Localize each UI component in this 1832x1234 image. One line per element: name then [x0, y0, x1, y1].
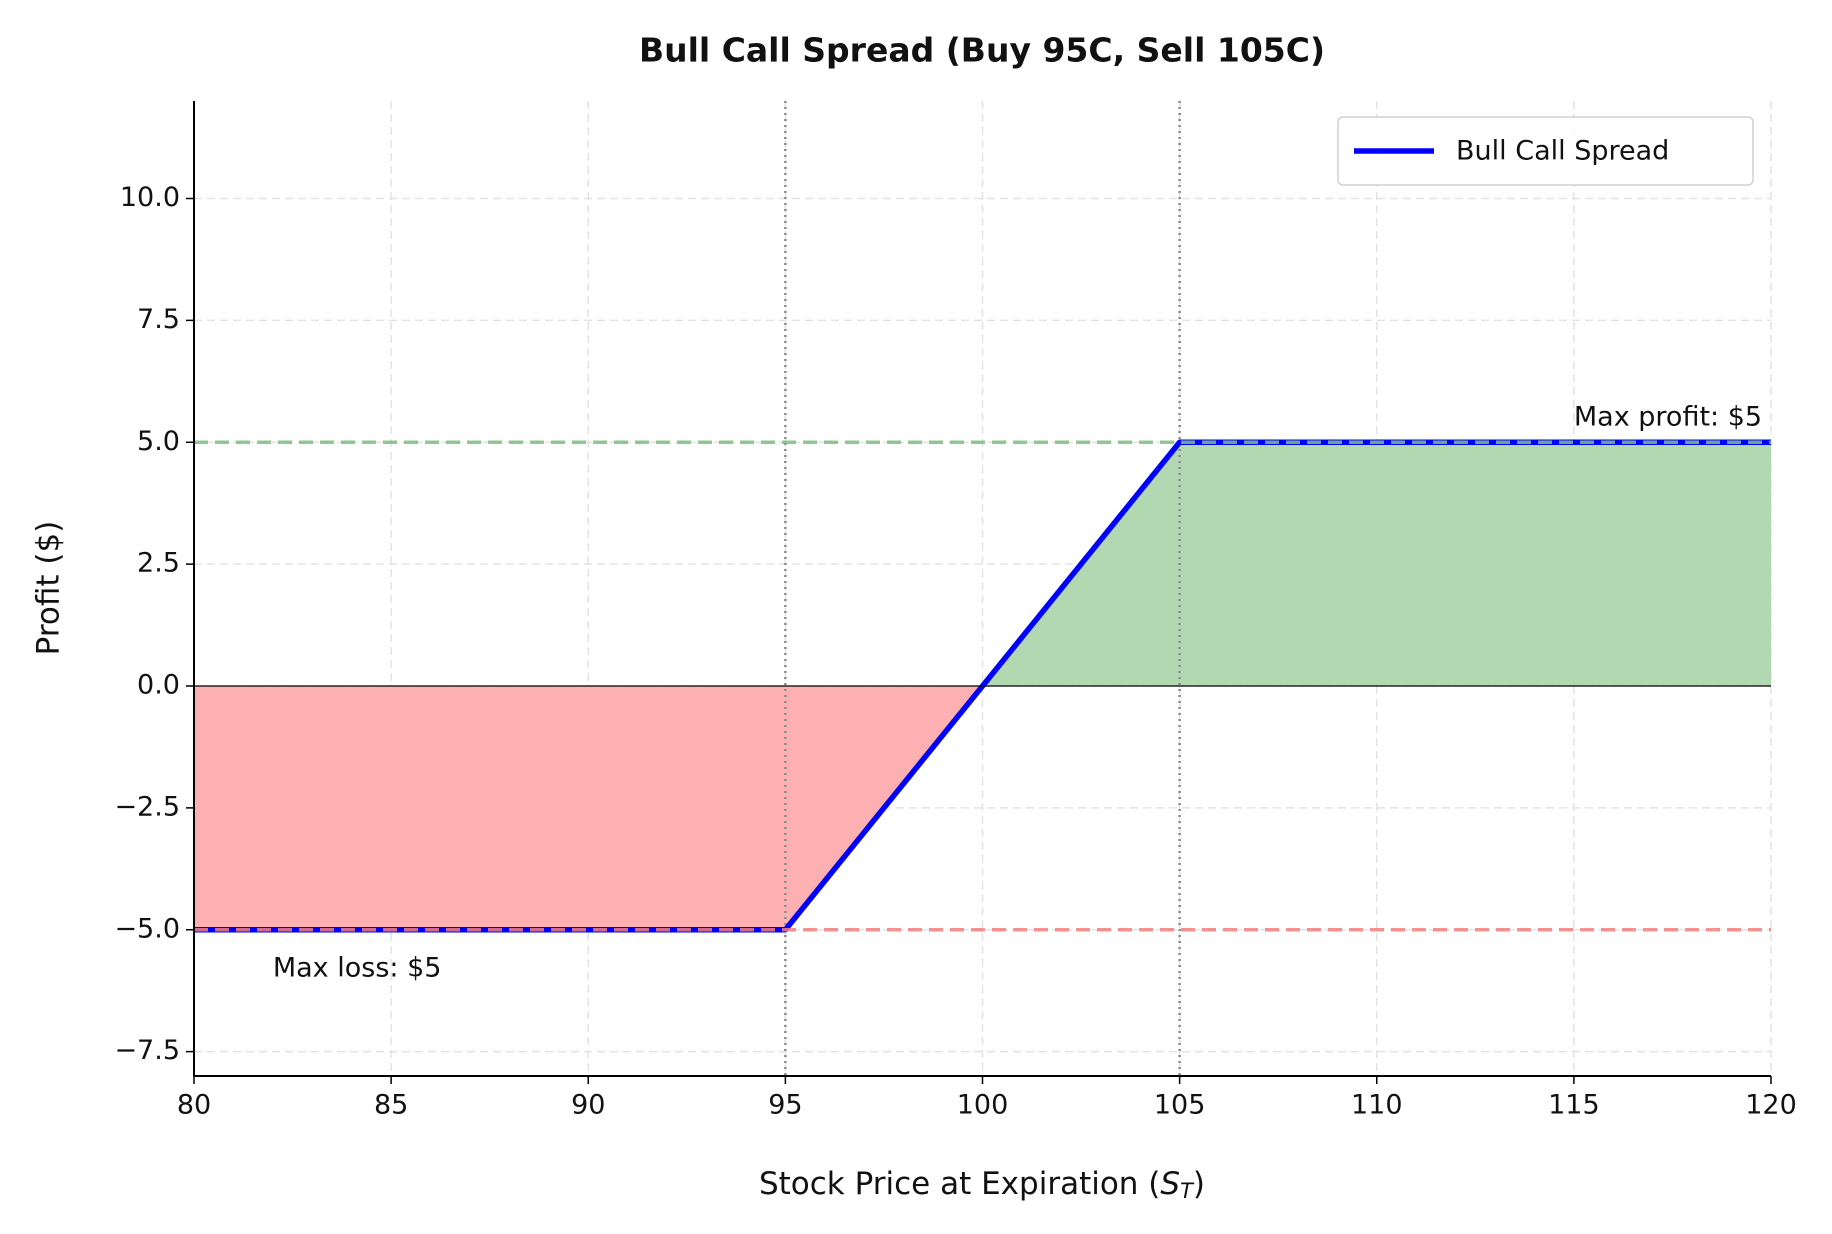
y-tick-label: 0.0	[137, 670, 180, 701]
x-tick-label: 100	[957, 1090, 1009, 1121]
y-axis-label: Profit ($)	[31, 521, 67, 656]
x-tick-label: 120	[1745, 1090, 1797, 1121]
x-tick-label: 85	[374, 1090, 408, 1121]
annotation: Max profit: $5	[1574, 401, 1762, 432]
y-tick-label: 2.5	[137, 548, 180, 579]
x-tick-label: 105	[1154, 1090, 1206, 1121]
x-tick-label: 95	[768, 1090, 802, 1121]
x-label-end: )	[1193, 1166, 1205, 1202]
x-tick-label: 110	[1351, 1090, 1403, 1121]
x-tick-label: 90	[571, 1090, 605, 1121]
y-tick-label: −5.0	[114, 913, 180, 944]
y-tick-label: 7.5	[137, 304, 180, 335]
x-tick-label: 80	[177, 1090, 211, 1121]
y-tick-label: −2.5	[114, 791, 180, 822]
legend-box	[1337, 116, 1754, 186]
legend-label: Bull Call Spread	[1456, 136, 1669, 167]
x-tick-label: 115	[1548, 1090, 1600, 1121]
loss-area	[194, 686, 1771, 930]
y-tick-label: −7.5	[114, 1035, 180, 1066]
x-label-var: S	[1160, 1166, 1180, 1202]
annotation: Max loss: $5	[273, 952, 442, 983]
y-tick-label: 5.0	[137, 426, 180, 457]
y-tick-label: 10.0	[120, 182, 180, 213]
x-axis-label: Stock Price at Expiration (ST)	[759, 1166, 1205, 1204]
x-label-text: Stock Price at Expiration (	[759, 1166, 1160, 1202]
profit-area	[194, 442, 1771, 686]
chart-title: Bull Call Spread (Buy 95C, Sell 105C)	[639, 31, 1325, 70]
x-label-sub: T	[1180, 1179, 1195, 1203]
